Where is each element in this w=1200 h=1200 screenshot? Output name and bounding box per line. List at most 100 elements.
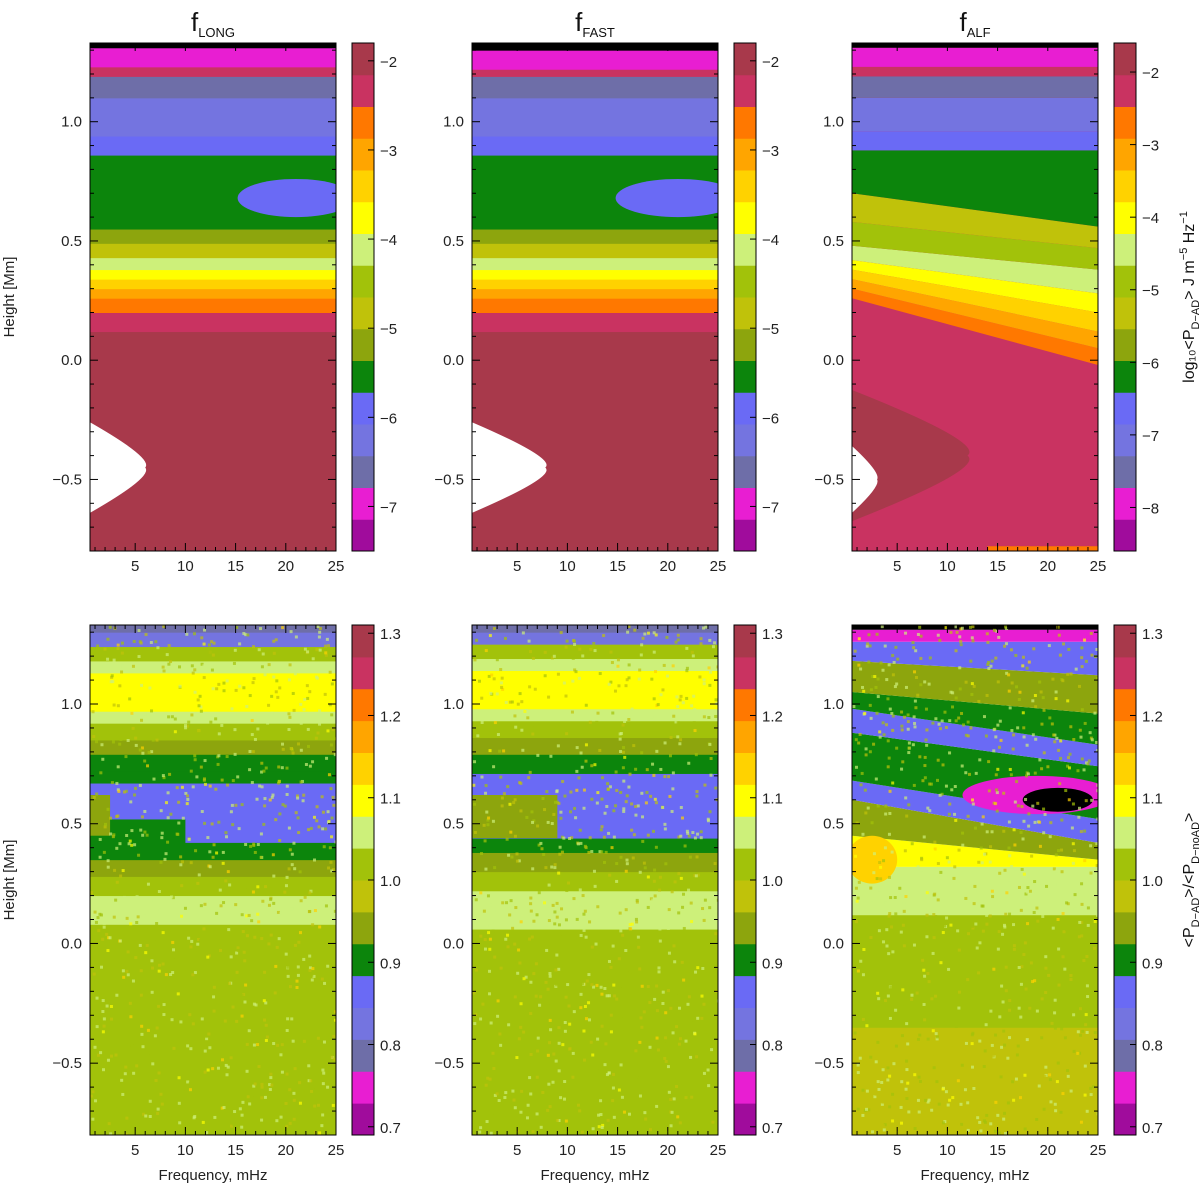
heatmap-pixel [528, 770, 532, 774]
heatmap-pixel [619, 1063, 623, 1067]
heatmap-pixel [652, 773, 656, 777]
heatmap-pixel [1085, 1109, 1089, 1113]
heatmap-pixel [318, 1131, 322, 1135]
heatmap-pixel [156, 1111, 160, 1115]
heatmap-pixel [103, 1009, 107, 1013]
x-axis-label: Frequency, mHz [541, 1167, 650, 1184]
heatmap-pixel [1058, 974, 1062, 978]
heatmap-pixel [917, 1075, 921, 1079]
heatmap-pixel [896, 657, 900, 661]
heatmap-pixel [956, 1079, 960, 1083]
heatmap-pixel [968, 625, 972, 629]
heatmap-pixel [168, 1113, 172, 1117]
heatmap-pixel [96, 656, 100, 660]
heatmap-pixel [694, 874, 698, 878]
heatmap-pixel [622, 807, 626, 811]
heatmap-pixel [177, 800, 181, 804]
heatmap-pixel [262, 892, 266, 896]
heatmap-pixel [157, 969, 161, 973]
heatmap-pixel [532, 972, 536, 976]
heatmap-pixel [220, 1106, 224, 1110]
heatmap-pixel [684, 1096, 688, 1100]
heatmap-pixel [553, 863, 557, 867]
heatmap-pixel [582, 788, 586, 792]
colorbar-swatch [1114, 688, 1136, 722]
heatmap-pixel [598, 850, 602, 854]
heatmap-pixel [901, 923, 905, 927]
heatmap-pixel [885, 944, 889, 948]
heatmap-pixel [713, 641, 717, 645]
heatmap-pixel [1056, 1061, 1060, 1065]
heatmap-pixel [208, 784, 212, 788]
heatmap-pixel [926, 1037, 930, 1041]
heatmap-pixel [982, 1119, 986, 1123]
heatmap-pixel [916, 693, 920, 697]
heatmap-pixel [238, 684, 242, 688]
heatmap-pixel [900, 1034, 904, 1038]
heatmap-pixel [913, 1127, 917, 1131]
heatmap-pixel [882, 1124, 886, 1128]
heatmap-pixel [308, 966, 312, 970]
heatmap-pixel [584, 703, 588, 707]
heatmap-pixel [333, 909, 336, 913]
heatmap-pixel [687, 761, 691, 765]
heatmap-pixel [912, 783, 916, 787]
colorbar-swatch [1114, 201, 1136, 234]
heatmap-pixel [1091, 1054, 1095, 1058]
heatmap-pixel [985, 922, 989, 926]
heatmap-pixel [1042, 751, 1046, 755]
heatmap-pixel [1085, 761, 1089, 765]
heatmap-pixel [201, 1120, 205, 1124]
heatmap-pixel [964, 771, 968, 775]
heatmap-pixel [691, 831, 695, 835]
heatmap-pixel [1095, 676, 1098, 680]
heatmap-pixel [543, 901, 547, 905]
heatmap-pixel [161, 665, 165, 669]
heatmap-pixel [180, 860, 184, 864]
colorbar-swatch [352, 297, 374, 330]
heatmap-pixel [549, 645, 553, 649]
heatmap-pixel [189, 945, 193, 949]
heatmap-pixel [590, 850, 594, 854]
heatmap-pixel [1001, 932, 1005, 936]
x-tick-label: 25 [328, 558, 345, 575]
heatmap-pixel [983, 1120, 987, 1124]
heatmap-panel-3: 5 10 15 20 25−0.50.00.51.0fALF−2−3−4−5−6−7−8… [814, 7, 1200, 575]
heatmap-pixel [146, 882, 150, 886]
heatmap-pixel [212, 1095, 216, 1099]
heatmap-pixel [638, 668, 642, 672]
heatmap-pixel [329, 860, 333, 864]
heatmap-pixel [1036, 919, 1040, 923]
colorbar-swatch [734, 1071, 756, 1104]
heatmap-band-5 [472, 279, 718, 290]
heatmap-pixel [872, 852, 876, 856]
heatmap-pixel [293, 943, 297, 947]
colorbar-swatch [352, 106, 374, 139]
heatmap-pixel [113, 1104, 117, 1108]
heatmap-pixel [1080, 646, 1084, 650]
heatmap-pixel [904, 1087, 908, 1091]
heatmap-pixel [135, 895, 139, 899]
plot-frame [851, 624, 1099, 1136]
heatmap-pixel [907, 741, 911, 745]
heatmap-pixel [980, 861, 984, 865]
heatmap-pixel [1096, 817, 1098, 821]
heatmap-pixel [118, 742, 122, 746]
heatmap-pixel [881, 668, 885, 672]
colorbar-tick-label: −6 [380, 410, 397, 427]
heatmap-pixel [220, 723, 224, 727]
heatmap-pixel [261, 899, 265, 903]
heatmap-pixel [974, 826, 978, 830]
heatmap-pixel [978, 941, 982, 945]
heatmap-pixel [306, 696, 310, 700]
heatmap-pixel [716, 950, 718, 954]
heatmap-pixel [314, 1088, 318, 1092]
y-axis-label: Height [Mm] [1, 840, 18, 921]
heatmap-pixel [711, 645, 715, 649]
heatmap-pixel [613, 804, 617, 808]
heatmap-pixel [991, 953, 995, 957]
heatmap-pixel [894, 645, 898, 649]
heatmap-pixel [252, 677, 256, 681]
x-axis-label: Frequency, mHz [921, 1167, 1030, 1184]
heatmap-pixel [951, 1096, 955, 1100]
